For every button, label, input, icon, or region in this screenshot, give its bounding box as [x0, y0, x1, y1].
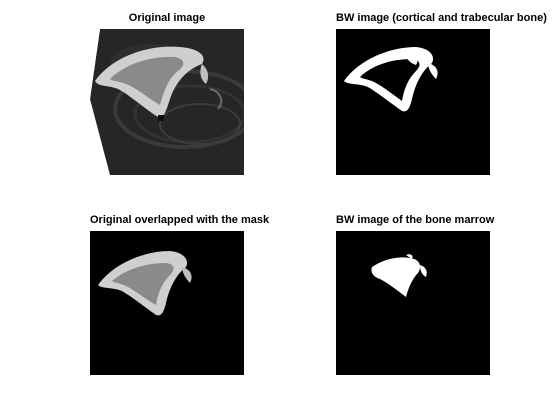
bw-marrow-mask-graphic	[371, 254, 427, 297]
masked-bone-graphic	[98, 251, 192, 316]
image-overlap	[90, 231, 244, 375]
panel-title: Original image	[128, 12, 206, 24]
panel-title: BW image of the bone marrow	[336, 214, 495, 226]
image-original	[90, 29, 244, 175]
panel-original-image: Original image	[90, 12, 244, 175]
panel-title: Original overlapped with the mask	[90, 214, 270, 226]
panel-title: BW image (cortical and trabecular bone)	[336, 12, 547, 24]
image-bw-bone	[336, 29, 490, 175]
panel-bw-bone-marrow: BW image of the bone marrow	[336, 214, 495, 375]
ct-slice-graphic	[90, 29, 244, 175]
panel-bw-cortical-trabecular: BW image (cortical and trabecular bone)	[336, 12, 547, 175]
bw-bone-mask-graphic	[344, 47, 438, 112]
image-bw-marrow	[336, 231, 490, 375]
panel-original-overlapped-mask: Original overlapped with the mask	[90, 214, 270, 375]
